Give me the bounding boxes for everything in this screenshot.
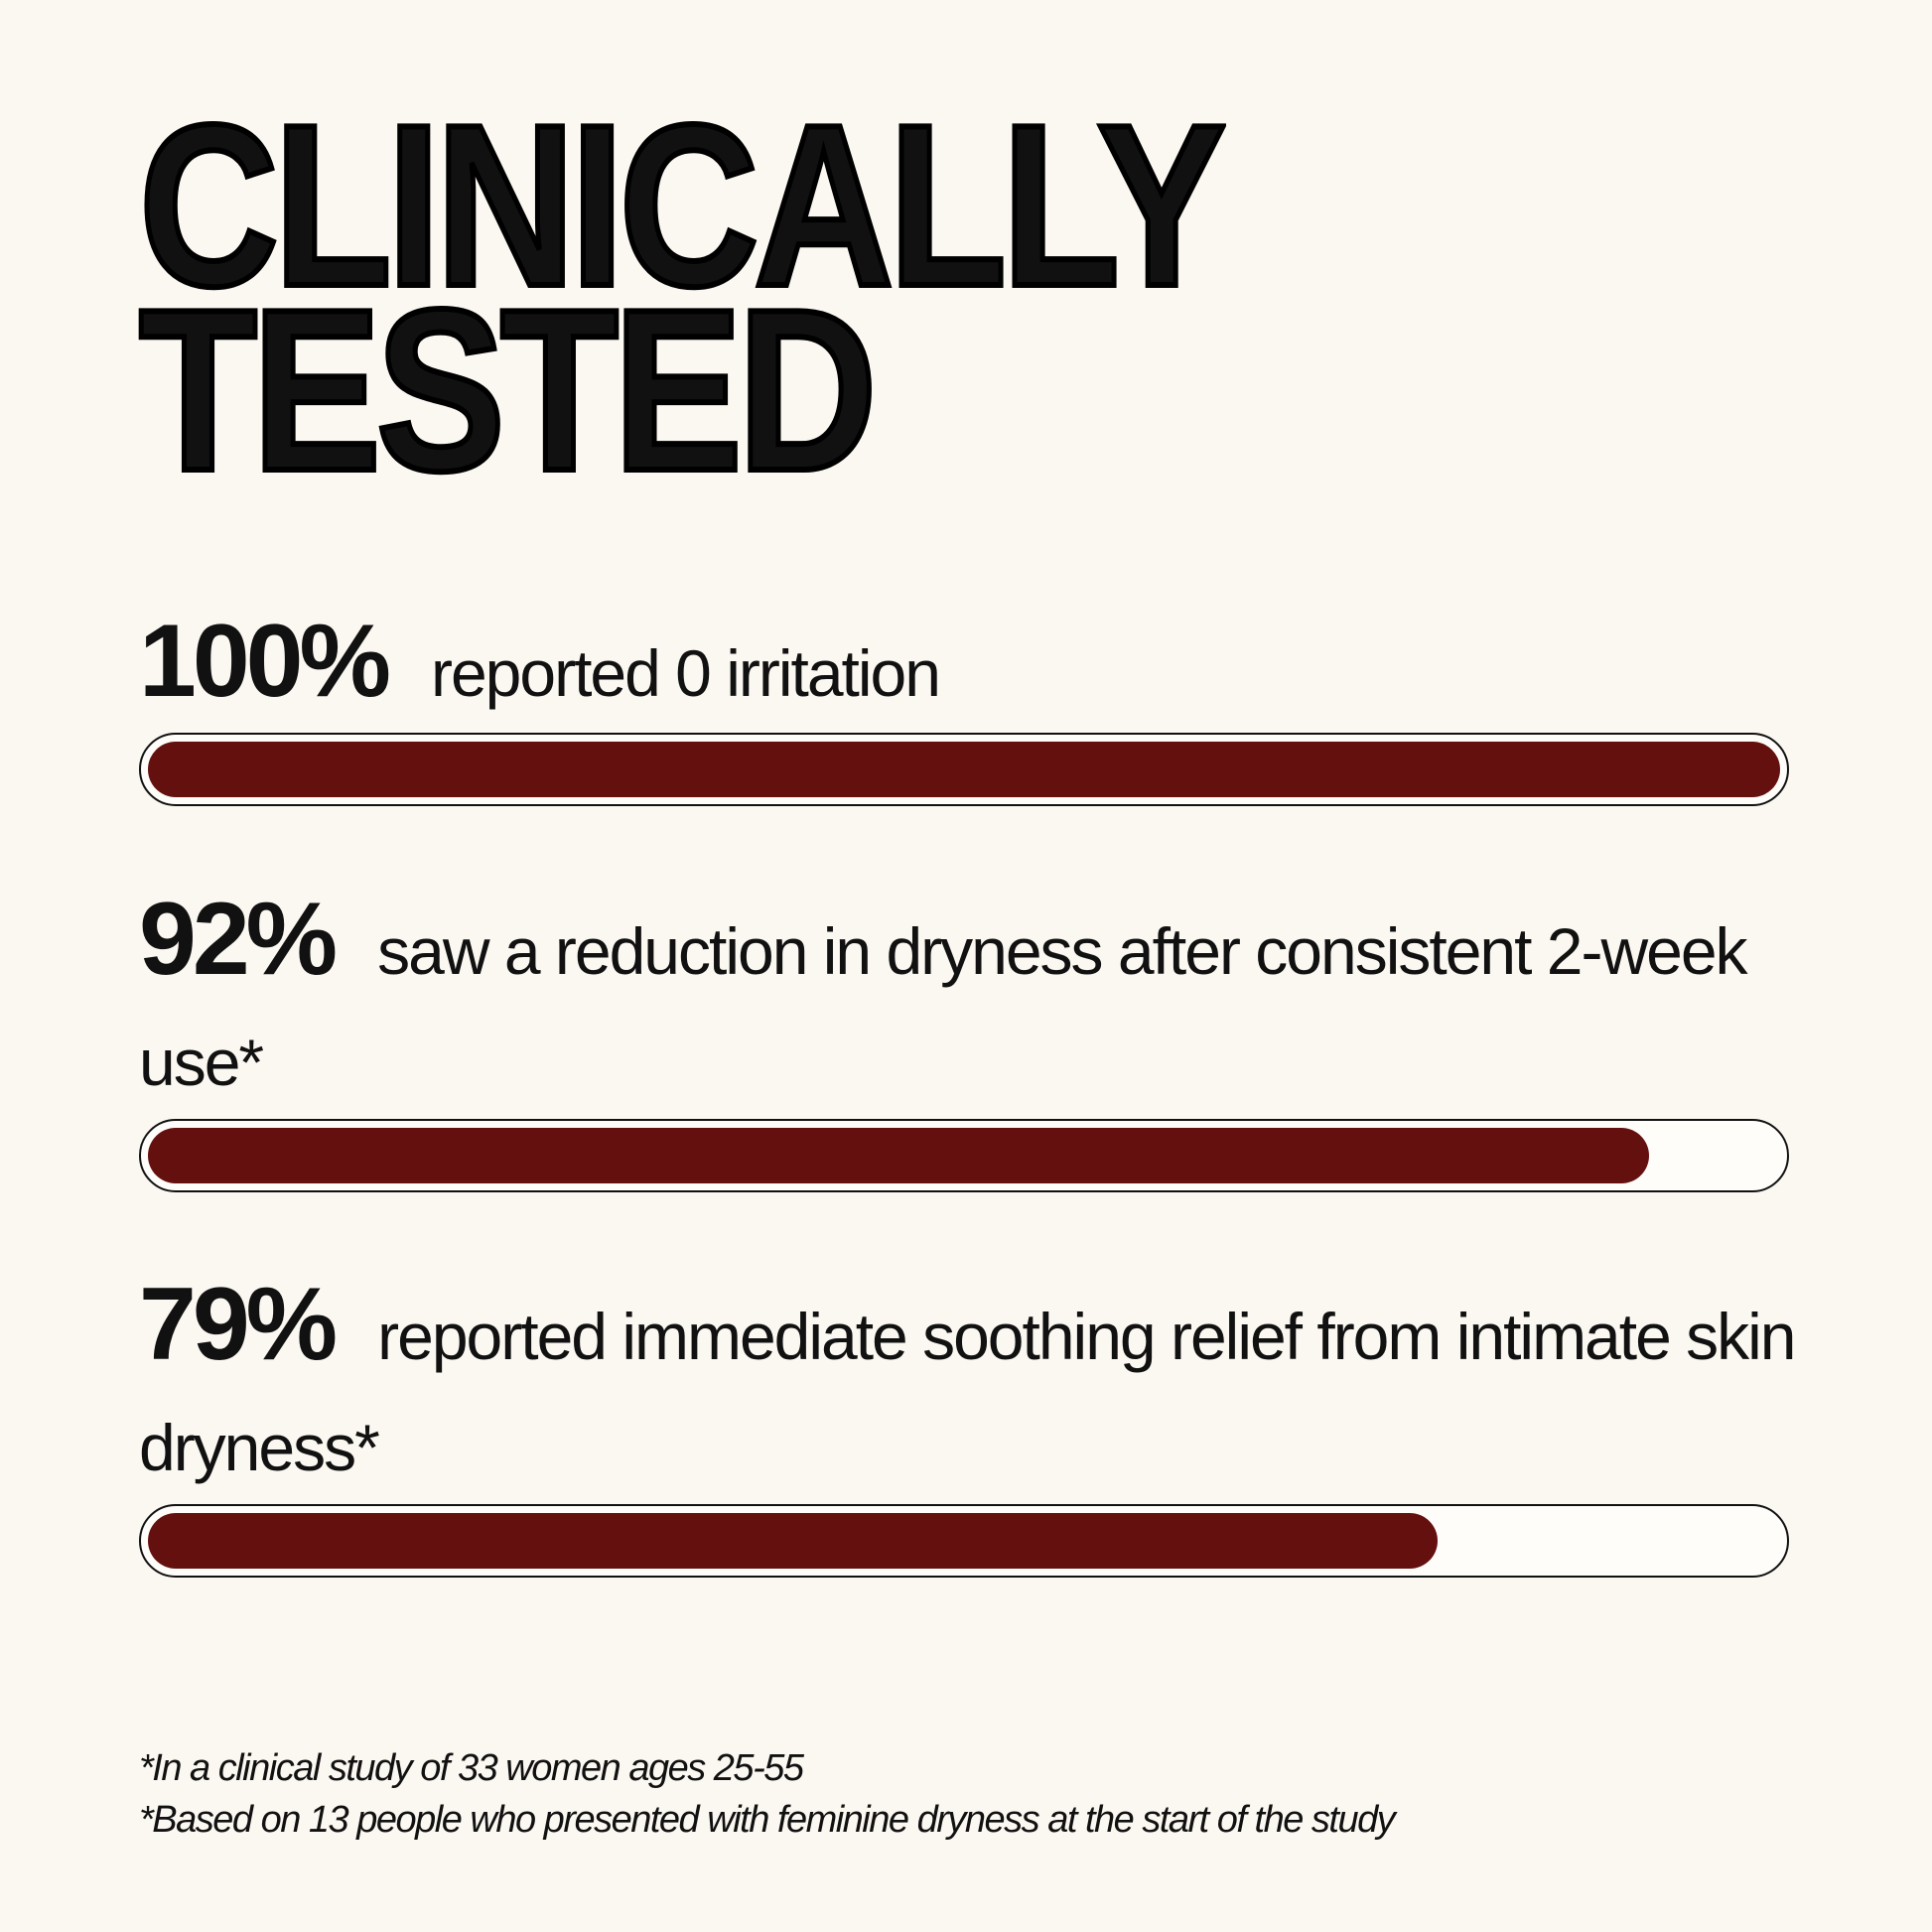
bar-track [139, 733, 1789, 806]
stat-value: 92% [139, 882, 338, 997]
footnote: *In a clinical study of 33 women ages 25… [139, 1747, 804, 1789]
stat-description: saw a reduction in dryness after consist… [139, 914, 1748, 1099]
bar-fill [148, 742, 1780, 797]
stat-row: 79% reported immediate soothing relief fr… [139, 1269, 1807, 1503]
footnote: *Based on 13 people who presented with f… [139, 1799, 1396, 1841]
bar-track [139, 1119, 1789, 1192]
bar-fill [148, 1513, 1438, 1569]
stat-description: reported immediate soothing relief from … [139, 1300, 1796, 1484]
stat-row: 100% reported 0 irritation [139, 606, 1807, 729]
stat-row: 92% saw a reduction in dryness after cons… [139, 884, 1807, 1118]
stat-description: reported 0 irritation [431, 636, 941, 710]
stat-value: 79% [139, 1267, 338, 1382]
title-line: CLINICALLY [136, 77, 1228, 335]
title-line: TESTED [136, 262, 880, 519]
bar-track [139, 1504, 1789, 1578]
stat-value: 100% [139, 604, 391, 719]
bar-fill [148, 1128, 1650, 1183]
